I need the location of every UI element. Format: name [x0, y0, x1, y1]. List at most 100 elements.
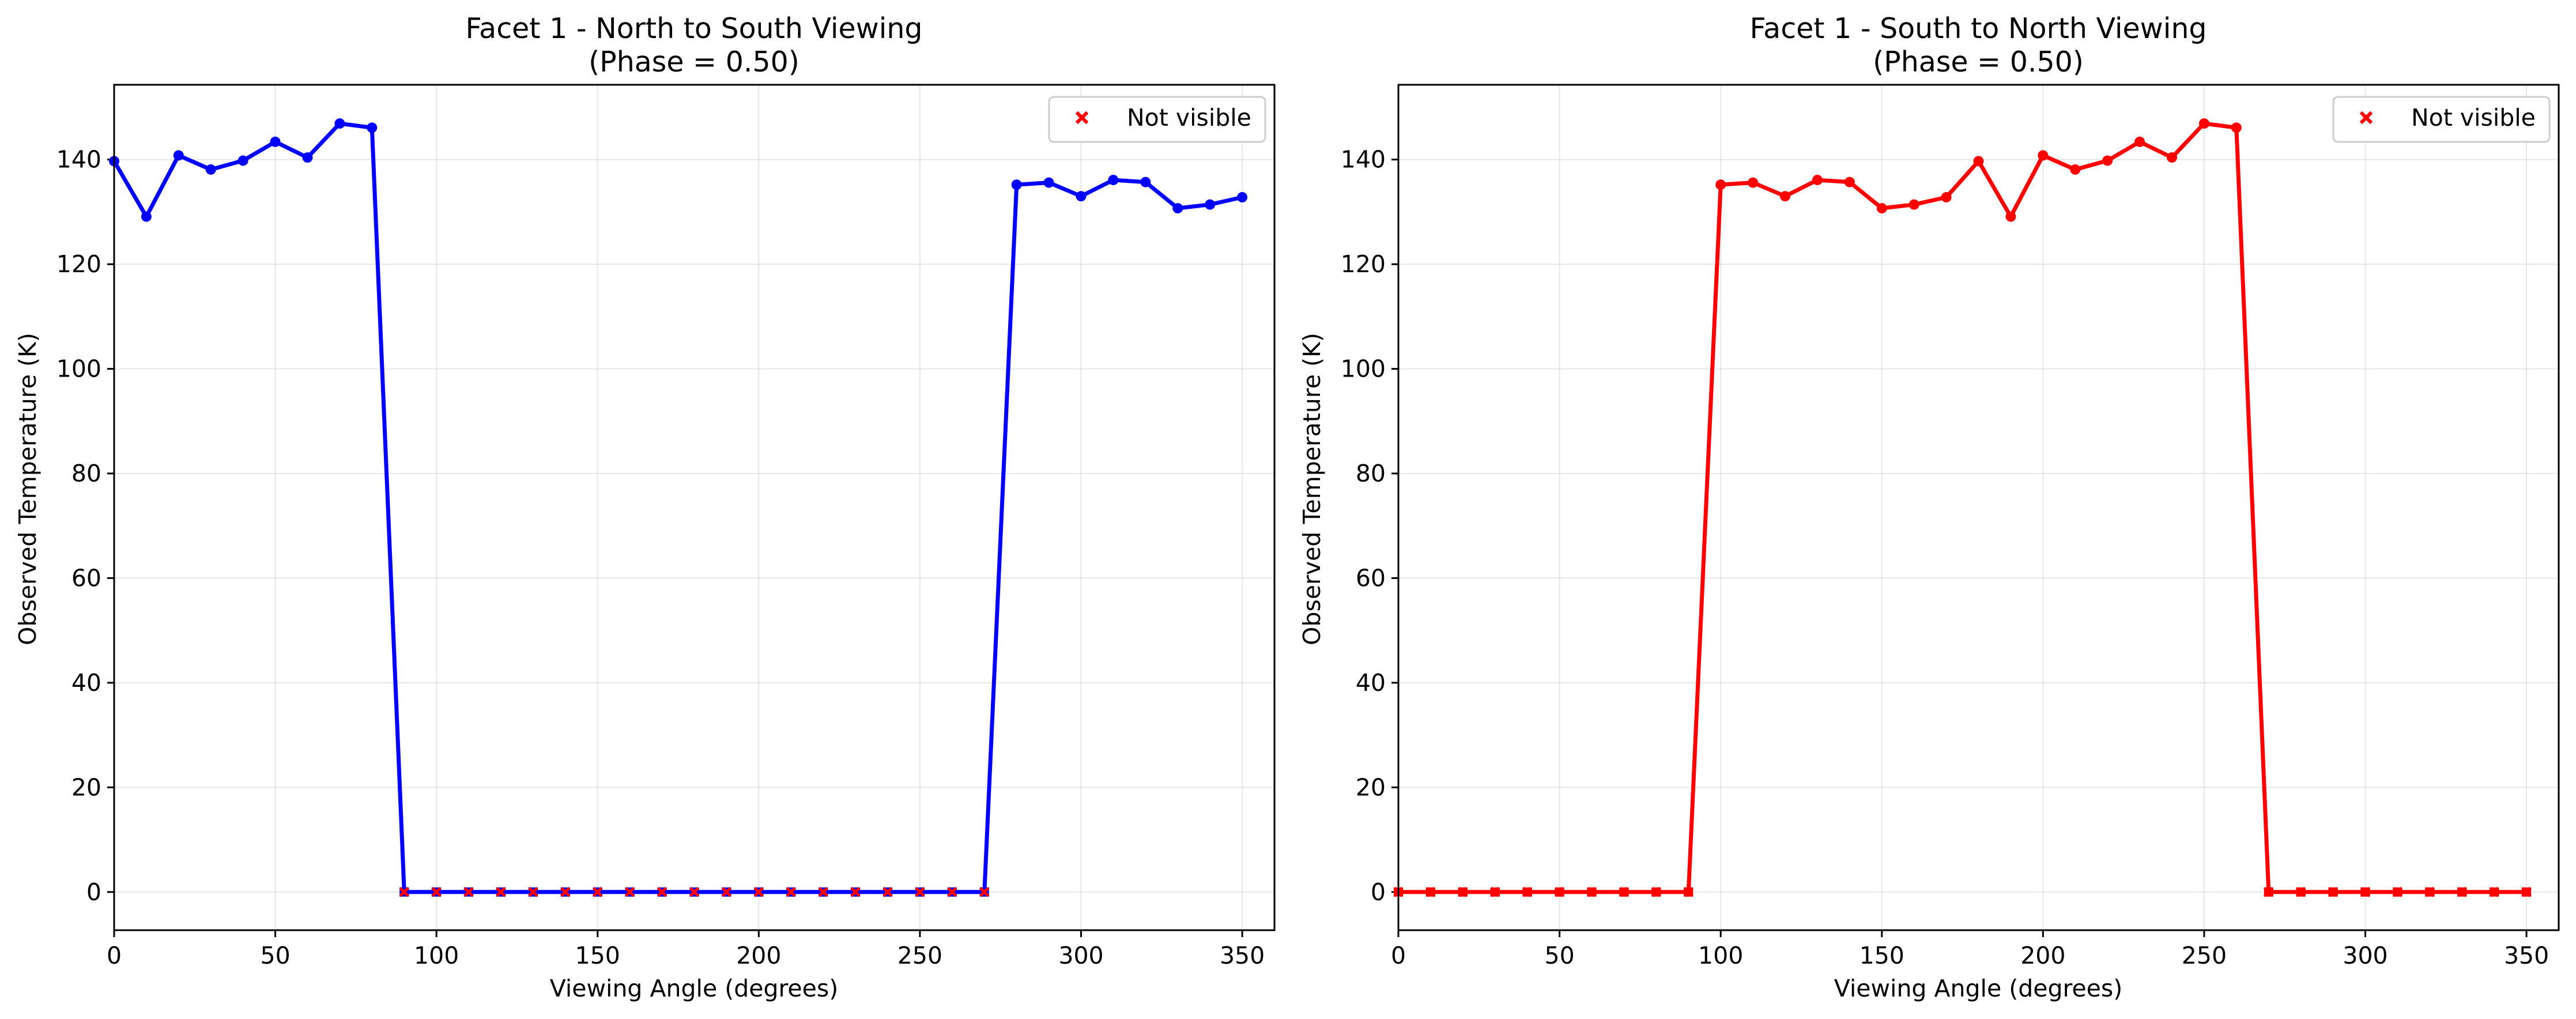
not-visible-marker [592, 887, 603, 897]
not-visible-marker [1425, 887, 1436, 897]
chart-panel-north-to-south: Facet 1 - North to South Viewing (Phase … [14, 12, 1276, 1002]
series-line [112, 121, 1243, 894]
y-axis-label: Observed Temperature (K) [14, 333, 42, 645]
x-tick-label: 50 [260, 942, 290, 969]
not-visible-marker [818, 887, 828, 897]
not-visible-marker [2360, 887, 2371, 897]
data-point [1812, 175, 1823, 186]
x-tick-label: 200 [2020, 942, 2065, 969]
legend: Not visible [1048, 96, 1266, 143]
data-point [1780, 191, 1790, 202]
data-point [1172, 203, 1183, 214]
y-tick-label: 40 [1356, 669, 1386, 697]
not-visible-marker [1586, 887, 1597, 897]
not-visible-marker [496, 887, 506, 897]
plot-area [1393, 118, 2532, 897]
y-tick-label: 60 [1356, 564, 1386, 592]
x-tick-label: 300 [2343, 942, 2388, 969]
chart-title-line1: Facet 1 - North to South Viewing [465, 12, 922, 45]
y-tick-label: 80 [71, 460, 101, 487]
y-axis-label: Observed Temperature (K) [1298, 333, 1326, 645]
not-visible-marker [431, 887, 442, 897]
data-point [1076, 191, 1087, 202]
data-point [1973, 156, 1984, 167]
data-point [1844, 176, 1855, 187]
legend-label: Not visible [2411, 104, 2536, 131]
axes-frame [1397, 84, 2560, 931]
x-tick-label: 50 [1544, 942, 1574, 969]
data-point [1205, 199, 1216, 210]
legend-box [2332, 96, 2551, 143]
legend: Not visible [2332, 96, 2551, 143]
y-tick-label: 120 [56, 250, 101, 278]
data-point [2134, 136, 2145, 147]
data-point [1237, 192, 1248, 203]
not-visible-marker [528, 887, 538, 897]
data-point [2070, 164, 2081, 175]
chart-panel-south-to-north: Facet 1 - South to North Viewing (Phase … [1298, 12, 2560, 1002]
data-point [302, 152, 313, 163]
data-point [1748, 177, 1759, 188]
y-tick-label: 140 [56, 146, 101, 174]
data-point [1715, 179, 1726, 190]
y-tick-label: 60 [71, 564, 101, 592]
not-visible-marker [399, 887, 410, 897]
legend-marker-x-icon [2359, 111, 2373, 125]
data-point [1043, 177, 1054, 188]
x-tick-label: 300 [1058, 942, 1103, 969]
data-point [1909, 199, 1919, 210]
not-visible-marker [689, 887, 700, 897]
not-visible-marker [2521, 887, 2532, 897]
x-axis-label: Viewing Angle (degrees) [1834, 975, 2122, 1002]
data-point [270, 136, 281, 147]
not-visible-marker [721, 887, 732, 897]
data-point [173, 150, 184, 161]
axes-frame [113, 84, 1276, 931]
chart-title-line1: Facet 1 - South to North Viewing [1749, 12, 2207, 45]
x-tick-label: 250 [2182, 942, 2227, 969]
not-visible-marker [2295, 887, 2306, 897]
not-visible-marker [1619, 887, 1630, 897]
x-tick-label: 100 [414, 942, 459, 969]
data-point [237, 155, 248, 166]
x-tick-label: 350 [1220, 942, 1265, 969]
axis-ticks: 0 50 100 150 200 250 300 350 0 20 40 60 80 100 120 140 [1341, 146, 2549, 969]
x-tick-label: 150 [1860, 942, 1904, 969]
not-visible-marker [753, 887, 764, 897]
data-point [1140, 176, 1151, 187]
not-visible-marker [1458, 887, 1468, 897]
not-visible-marker [1683, 887, 1694, 897]
chart-title-line2: (Phase = 0.50) [589, 46, 799, 78]
y-tick-label: 40 [71, 669, 101, 697]
not-visible-marker [657, 887, 667, 897]
data-point [367, 122, 378, 133]
legend-label: Not visible [1127, 104, 1251, 131]
y-tick-label: 100 [56, 355, 101, 383]
not-visible-marker [947, 887, 957, 897]
data-point [205, 164, 216, 175]
x-tick-label: 0 [1391, 942, 1406, 969]
not-visible-marker [463, 887, 474, 897]
data-point [1011, 179, 1022, 190]
not-visible-marker [1554, 887, 1565, 897]
not-visible-marker [882, 887, 893, 897]
data-point [1876, 203, 1887, 214]
data-point [2231, 122, 2242, 133]
y-tick-label: 20 [71, 773, 101, 801]
data-point [141, 211, 152, 222]
axis-ticks: 0 50 100 150 200 250 300 350 0 20 40 60 80 100 120 140 [56, 146, 1265, 969]
not-visible-marker [2392, 887, 2403, 897]
data-point [1108, 175, 1119, 186]
not-visible-marker [2489, 887, 2499, 897]
x-tick-label: 0 [107, 942, 122, 969]
y-tick-label: 20 [1356, 773, 1386, 801]
data-point [2102, 155, 2113, 166]
x-tick-label: 150 [575, 942, 620, 969]
x-tick-label: 250 [897, 942, 942, 969]
not-visible-marker [1651, 887, 1662, 897]
chart-title-line2: (Phase = 0.50) [1873, 46, 2084, 78]
y-tick-label: 0 [1371, 878, 1386, 906]
not-visible-marker [979, 887, 990, 897]
not-visible-marker [624, 887, 635, 897]
